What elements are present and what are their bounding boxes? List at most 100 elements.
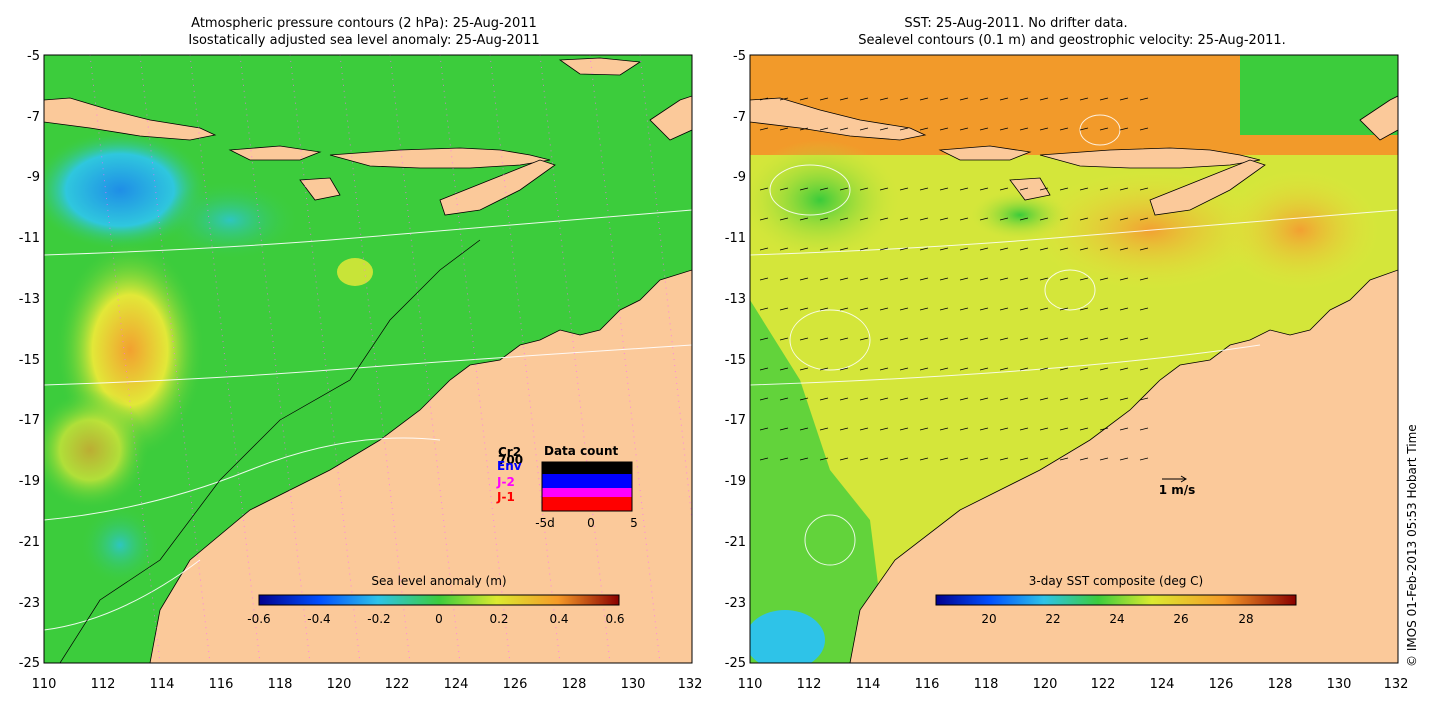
lon-tick: 130	[621, 677, 646, 692]
lon-tick: 114	[856, 677, 881, 692]
left-cyan-patch	[160, 180, 300, 260]
lat-tick: -17	[725, 413, 746, 428]
lat-tick: -15	[19, 353, 40, 368]
left-lesser-sunda	[329, 147, 551, 169]
lon-tick: 114	[150, 677, 175, 692]
left-sumba	[299, 177, 341, 201]
lat-tick: -11	[725, 231, 746, 246]
lon-tick: 122	[385, 677, 410, 692]
left-cb-tick: 0.4	[549, 612, 568, 626]
legend-cr2: Cr2	[498, 445, 521, 459]
lon-tick: 126	[1209, 677, 1234, 692]
right-australia	[849, 269, 1398, 663]
left-cb-tick: 0.2	[489, 612, 508, 626]
left-lat-ticks: -5 -7 -9 -11 -13 -15 -17 -19 -21 -23 -25	[19, 49, 40, 671]
right-colorbar-ticks: 20 22 24 26 28	[981, 612, 1253, 626]
right-map-plot	[750, 55, 1398, 663]
left-java	[44, 97, 217, 141]
lon-tick: 124	[1150, 677, 1175, 692]
right-title-line1: SST: 25-Aug-2011. No drifter data.	[904, 16, 1127, 31]
left-colorbar	[258, 594, 620, 606]
right-cb-tick: 26	[1173, 612, 1188, 626]
right-velocity-vectors	[759, 97, 1149, 461]
lat-tick: -13	[19, 292, 40, 307]
legend-j1: J-1	[496, 490, 515, 504]
lat-tick: -17	[19, 413, 40, 428]
left-shelf-isobath	[59, 239, 481, 663]
right-cb-tick: 22	[1045, 612, 1060, 626]
left-cb-tick: 0	[435, 612, 443, 626]
lon-tick: 110	[32, 677, 57, 692]
lat-tick: -15	[725, 353, 746, 368]
left-australia	[149, 269, 692, 663]
scale-arrow-icon	[1162, 475, 1187, 483]
lon-tick: 122	[1091, 677, 1116, 692]
lon-tick: 128	[562, 677, 587, 692]
scale-label: 1 m/s	[1159, 483, 1196, 497]
lat-tick: -21	[725, 535, 746, 550]
left-title-line1: Atmospheric pressure contours (2 hPa): 2…	[191, 16, 537, 31]
left-cb-tick: -0.4	[307, 612, 330, 626]
lon-tick: 110	[738, 677, 763, 692]
lon-tick: 116	[915, 677, 940, 692]
legend-env: Env	[497, 459, 522, 473]
lat-tick: -19	[725, 474, 746, 489]
right-cb-tick: 20	[981, 612, 996, 626]
right-sealevel-contours	[750, 114, 1398, 566]
left-map: Atmospheric pressure contours (2 hPa): 2…	[43, 16, 693, 664]
lat-tick: -25	[725, 656, 746, 671]
right-lat-ticks: -5 -7 -9 -11 -13 -15 -17 -19 -21 -23 -25	[725, 49, 746, 671]
lat-tick: -21	[19, 535, 40, 550]
lat-tick: -25	[19, 656, 40, 671]
left-altimeter-tracks	[89, 55, 692, 663]
lat-tick: -11	[19, 231, 40, 246]
count-axis-label: -5d	[535, 516, 555, 530]
lat-tick: -9	[733, 170, 746, 185]
left-pressure-contours	[44, 209, 692, 631]
lat-tick: -23	[19, 596, 40, 611]
lon-tick: 112	[797, 677, 822, 692]
lon-tick: 128	[1268, 677, 1293, 692]
lon-tick: 126	[503, 677, 528, 692]
lon-tick: 132	[678, 677, 703, 692]
right-cb-tick: 24	[1109, 612, 1124, 626]
lon-tick: 118	[974, 677, 999, 692]
right-timor	[1149, 159, 1266, 216]
lat-tick: -5	[27, 49, 40, 64]
data-count-inset: Data count Cr2 700 Env J-2 J-1 -5d 0 5	[496, 444, 638, 530]
data-count-title: Data count	[544, 444, 619, 458]
right-colorbar	[935, 594, 1297, 606]
lon-tick: 120	[327, 677, 352, 692]
lat-tick: -23	[725, 596, 746, 611]
left-lon-ticks: 110 112 114 116 118 120 122 124 126 128 …	[32, 677, 703, 692]
lat-tick: -13	[725, 292, 746, 307]
right-colorbar-label: 3-day SST composite (deg C)	[1029, 574, 1203, 588]
left-cb-tick: -0.6	[247, 612, 270, 626]
lat-tick: -7	[733, 110, 746, 125]
lon-tick: 118	[268, 677, 293, 692]
lon-tick: 116	[209, 677, 234, 692]
right-cb-tick: 28	[1238, 612, 1253, 626]
left-map-plot	[44, 55, 692, 663]
left-colorbar-label: Sea level anomaly (m)	[371, 574, 506, 588]
lat-tick: -7	[27, 110, 40, 125]
left-cb-tick: -0.2	[367, 612, 390, 626]
right-lesser-sunda	[1039, 147, 1261, 169]
lon-tick: 120	[1033, 677, 1058, 692]
left-colorbar-ticks: -0.6 -0.4 -0.2 0 0.2 0.4 0.6	[247, 612, 624, 626]
lat-tick: -5	[733, 49, 746, 64]
right-title-line2: Sealevel contours (0.1 m) and geostrophi…	[858, 33, 1286, 48]
lon-tick: 132	[1384, 677, 1409, 692]
lon-tick: 130	[1327, 677, 1352, 692]
right-sumba	[1009, 177, 1051, 201]
lat-tick: -9	[27, 170, 40, 185]
legend-700: 700	[498, 453, 523, 467]
credit-text: © IMOS 01-Feb-2013 05:53 Hobart Time	[1405, 424, 1419, 667]
right-lon-ticks: 110 112 114 116 118 120 122 124 126 128 …	[738, 677, 1409, 692]
left-cb-tick: 0.6	[605, 612, 624, 626]
right-cool-patch	[750, 610, 825, 663]
legend-j2: J-2	[496, 475, 515, 489]
lat-tick: -19	[19, 474, 40, 489]
count-axis-label: 0	[587, 516, 595, 530]
